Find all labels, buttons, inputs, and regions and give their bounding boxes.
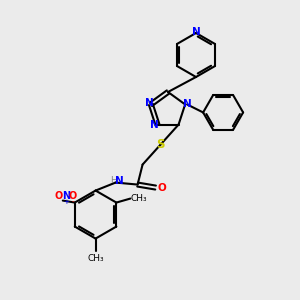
Text: N: N — [150, 120, 159, 130]
Text: O: O — [69, 190, 77, 201]
Text: N: N — [192, 27, 200, 37]
Text: S: S — [156, 138, 165, 151]
Text: N: N — [62, 190, 70, 201]
Text: O: O — [55, 190, 63, 201]
Text: O: O — [157, 183, 166, 193]
Text: N: N — [145, 98, 153, 108]
Text: N: N — [183, 99, 191, 110]
Text: CH₃: CH₃ — [87, 254, 104, 263]
Text: +: + — [63, 199, 69, 205]
Text: CH₃: CH₃ — [130, 194, 147, 203]
Text: H: H — [110, 176, 117, 185]
Text: N: N — [115, 176, 124, 186]
Text: -: - — [71, 199, 74, 205]
